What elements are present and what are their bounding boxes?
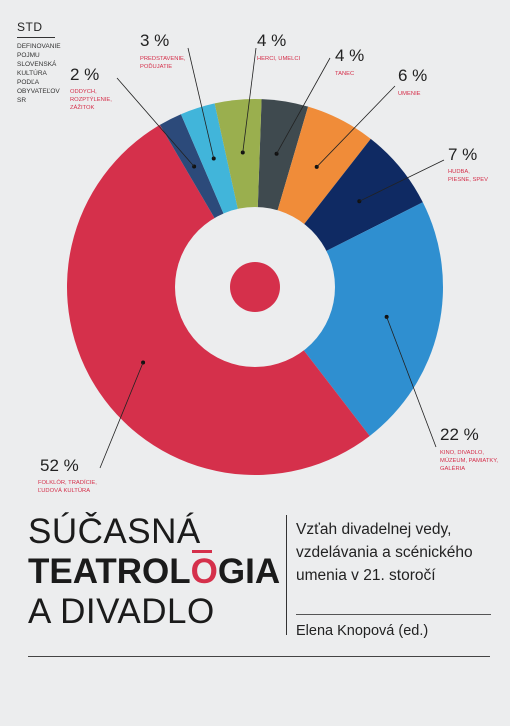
- std-divider: [17, 37, 55, 38]
- std-description: DEFINOVANIE POJMU SLOVENSKÁ KULTÚRA PODĽ…: [17, 43, 61, 104]
- title-line-3: A DIVADLO: [28, 592, 215, 631]
- pct-label-hudba: 7 %: [448, 145, 478, 164]
- cat-label-tanec: TANEC: [335, 71, 355, 77]
- leader-line: [116, 77, 195, 167]
- leader-line: [99, 362, 144, 469]
- pct-label-kino: 22 %: [440, 425, 479, 444]
- cat-label-herci: HERCI, UMELCI: [257, 56, 301, 62]
- pct-label-predstavenie: 3 %: [140, 31, 170, 50]
- cat-label-hudba: HUDBA, PIESNE, SPEV: [448, 169, 488, 183]
- pct-label-herci: 4 %: [257, 31, 287, 50]
- title-line-2: TEATROLOGIA: [28, 550, 281, 592]
- vertical-divider: [286, 515, 287, 635]
- macron-accent: [192, 550, 212, 553]
- pct-label-folklor: 52 %: [40, 456, 79, 475]
- cat-label-kino: KINO, DIVADLO, MÚZEUM, PAMIATKY, GALÉRIA: [440, 450, 498, 472]
- std-title: STD: [17, 20, 43, 34]
- book-author: Elena Knopová (ed.): [296, 623, 429, 639]
- cat-label-folklor: FOLKLÓR, TRADÍCIE, ĽUDOVÁ KULTÚRA: [38, 480, 97, 494]
- title-line-2-accent: O: [190, 552, 218, 591]
- leader-line: [316, 85, 396, 168]
- donut-segment: [255, 202, 443, 436]
- leader-line: [242, 47, 257, 153]
- pct-label-tanec: 4 %: [335, 46, 365, 65]
- center-dot: [230, 262, 280, 312]
- bottom-rule: [28, 656, 490, 657]
- leader-line: [187, 47, 215, 159]
- donut-chart: [67, 47, 445, 476]
- pct-label-oddych: 2 %: [70, 65, 100, 84]
- title-line-2-part-c: GIA: [217, 552, 281, 591]
- title-line-1: SÚČASNÁ: [28, 512, 201, 551]
- leader-line: [276, 57, 331, 154]
- title-line-2-part-a: TEATROL: [28, 552, 191, 591]
- std-block: STD DEFINOVANIE POJMU SLOVENSKÁ KULTÚRA …: [17, 20, 65, 105]
- leader-line: [359, 159, 445, 202]
- cat-label-oddych: ODDYCH, ROZPTÝLENIE, ZÁŽITOK: [70, 89, 112, 111]
- book-title: SÚČASNÁ TEATROLOGIA A DIVADLO: [28, 512, 280, 632]
- subtitle-rule: [296, 614, 491, 615]
- cat-label-predstavenie: PREDSTAVENIE, POĎUJATIE: [140, 56, 186, 70]
- book-subtitle: Vzťah divadelnej vedy, vzdelávania a scé…: [296, 521, 473, 584]
- pct-label-umenie: 6 %: [398, 66, 428, 85]
- cat-label-umenie: UMENIE: [398, 91, 421, 97]
- leader-lines: [99, 47, 445, 469]
- leader-line: [386, 316, 437, 448]
